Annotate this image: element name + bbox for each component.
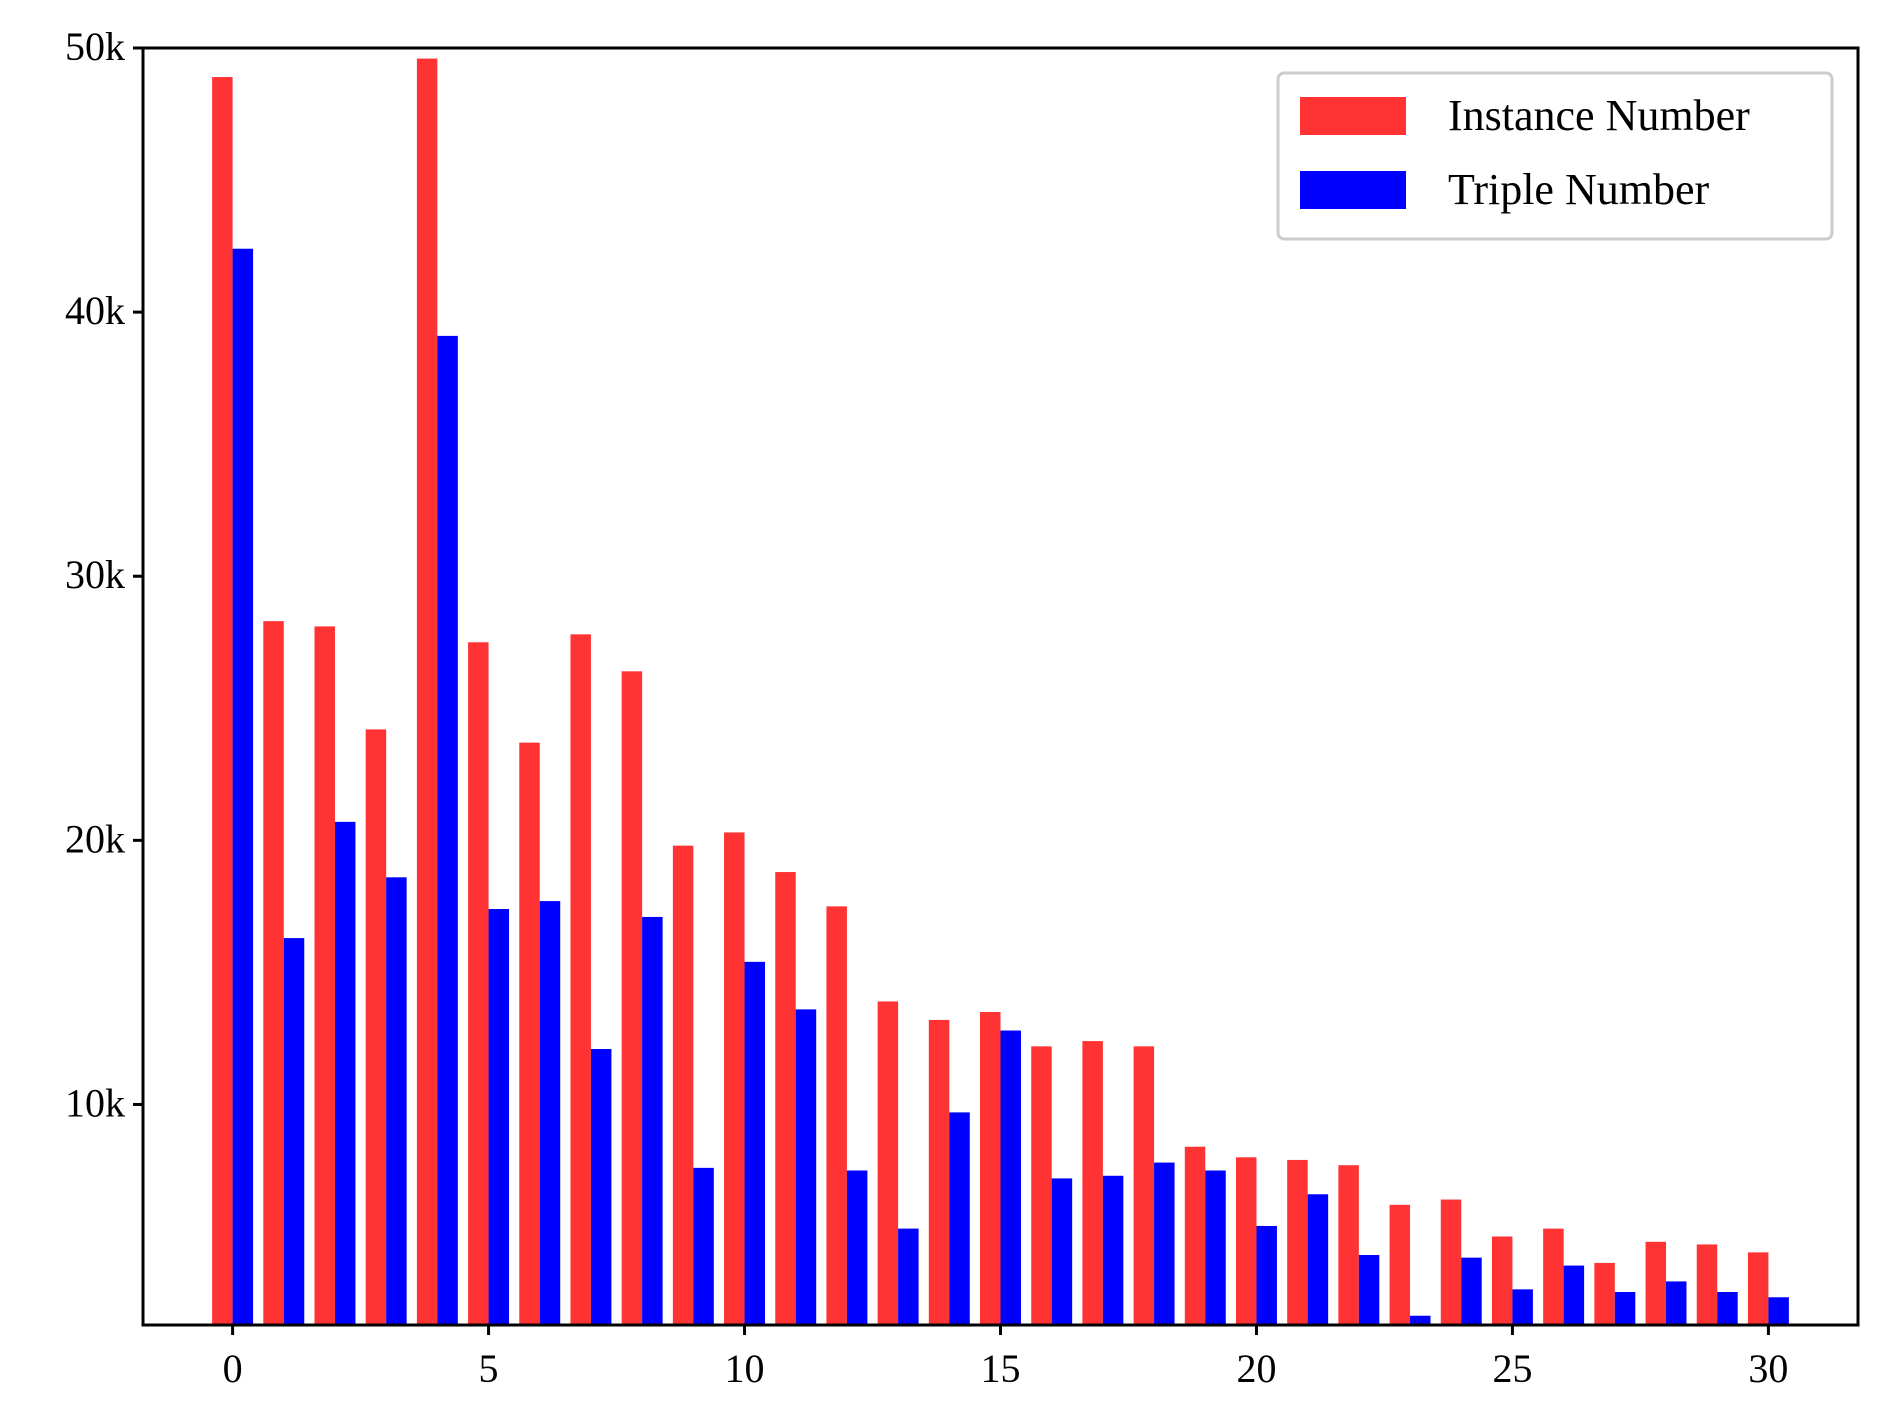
bar-instance-8 xyxy=(621,671,643,1325)
bar-triple-22 xyxy=(1358,1255,1380,1325)
x-tick-label: 5 xyxy=(479,1346,499,1391)
bar-triple-17 xyxy=(1102,1175,1124,1325)
bar-instance-1 xyxy=(263,621,284,1325)
bar-instance-7 xyxy=(570,634,591,1325)
bar-triple-25 xyxy=(1512,1289,1533,1325)
bar-triple-6 xyxy=(539,901,561,1325)
bar-instance-27 xyxy=(1594,1262,1615,1325)
bar-instance-2 xyxy=(314,626,335,1325)
legend-box xyxy=(1276,71,1834,241)
legend-swatch-instance-number xyxy=(1300,97,1406,135)
bar-instance-3 xyxy=(365,729,387,1325)
bar-triple-7 xyxy=(590,1048,612,1325)
bar-instance-13 xyxy=(877,1001,899,1325)
bar-triple-3 xyxy=(386,877,407,1325)
bar-instance-12 xyxy=(826,906,847,1325)
legend-label-instance-number: Instance Number xyxy=(1448,91,1750,140)
bar-triple-9 xyxy=(693,1167,714,1325)
x-tick-label: 0 xyxy=(223,1346,243,1391)
bar-instance-10 xyxy=(724,832,745,1325)
bar-triple-1 xyxy=(283,938,305,1325)
x-axis: 0 5 10 15 20 25 30 xyxy=(223,1325,1788,1391)
y-tick-label: 20k xyxy=(65,816,125,861)
bar-instance-17 xyxy=(1082,1041,1103,1325)
bar-instance-20 xyxy=(1235,1157,1257,1325)
bar-instance-28 xyxy=(1645,1241,1667,1325)
bar-instance-29 xyxy=(1696,1244,1718,1325)
y-tick-label: 30k xyxy=(65,552,125,597)
x-tick-label: 30 xyxy=(1748,1346,1788,1391)
legend-swatch-triple-number xyxy=(1300,171,1406,209)
bar-instance-15 xyxy=(980,1012,1001,1325)
y-tick-label: 50k xyxy=(65,24,125,69)
bar-triple-5 xyxy=(488,909,510,1325)
x-tick-label: 20 xyxy=(1236,1346,1276,1391)
y-tick-label: 10k xyxy=(65,1080,125,1125)
bar-triple-24 xyxy=(1461,1257,1482,1325)
bar-triple-27 xyxy=(1614,1291,1636,1325)
bar-triple-14 xyxy=(949,1112,970,1325)
bar-triple-30 xyxy=(1768,1297,1789,1325)
bar-instance-21 xyxy=(1287,1159,1308,1325)
bar-instance-9 xyxy=(672,845,694,1325)
bar-instance-25 xyxy=(1491,1236,1513,1325)
bar-triple-10 xyxy=(744,961,766,1325)
legend: Instance Number Triple Number xyxy=(1276,71,1834,241)
bar-instance-23 xyxy=(1389,1204,1411,1325)
bar-instance-18 xyxy=(1133,1046,1155,1325)
bar-instance-24 xyxy=(1440,1199,1462,1325)
bar-triple-19 xyxy=(1205,1170,1226,1325)
bar-triple-20 xyxy=(1256,1225,1277,1325)
bar-instance-30 xyxy=(1747,1252,1769,1325)
bar-triple-4 xyxy=(437,335,458,1326)
bar-instance-26 xyxy=(1543,1228,1564,1325)
bar-triple-28 xyxy=(1666,1281,1687,1325)
bar-instance-14 xyxy=(928,1019,950,1325)
bar-triple-16 xyxy=(1051,1178,1073,1325)
bar-instance-0 xyxy=(212,77,233,1326)
bar-triple-8 xyxy=(642,916,663,1325)
y-axis: 10k 20k 30k 40k 50k xyxy=(65,24,143,1125)
bar-triple-23 xyxy=(1410,1315,1431,1325)
bar-triple-26 xyxy=(1563,1265,1585,1325)
x-tick-label: 15 xyxy=(981,1346,1021,1391)
bar-triple-18 xyxy=(1154,1162,1175,1325)
x-tick-label: 25 xyxy=(1492,1346,1532,1391)
bar-instance-22 xyxy=(1338,1165,1359,1325)
legend-label-triple-number: Triple Number xyxy=(1448,165,1709,214)
x-tick-label: 10 xyxy=(725,1346,765,1391)
y-tick-label: 40k xyxy=(65,288,125,333)
bar-instance-16 xyxy=(1031,1046,1052,1325)
bar-triple-12 xyxy=(846,1170,868,1325)
bars-group xyxy=(212,58,1789,1326)
bar-instance-5 xyxy=(468,642,489,1325)
bar-triple-29 xyxy=(1717,1291,1738,1325)
bar-triple-15 xyxy=(1000,1030,1021,1325)
bar-instance-4 xyxy=(416,58,438,1326)
bar-triple-11 xyxy=(795,1009,817,1325)
bar-instance-6 xyxy=(519,742,540,1325)
bar-triple-0 xyxy=(232,248,254,1325)
bar-triple-13 xyxy=(898,1228,919,1325)
bar-triple-21 xyxy=(1307,1194,1329,1325)
bar-instance-19 xyxy=(1184,1146,1206,1325)
bar-triple-2 xyxy=(334,821,356,1325)
bar-instance-11 xyxy=(775,872,796,1325)
